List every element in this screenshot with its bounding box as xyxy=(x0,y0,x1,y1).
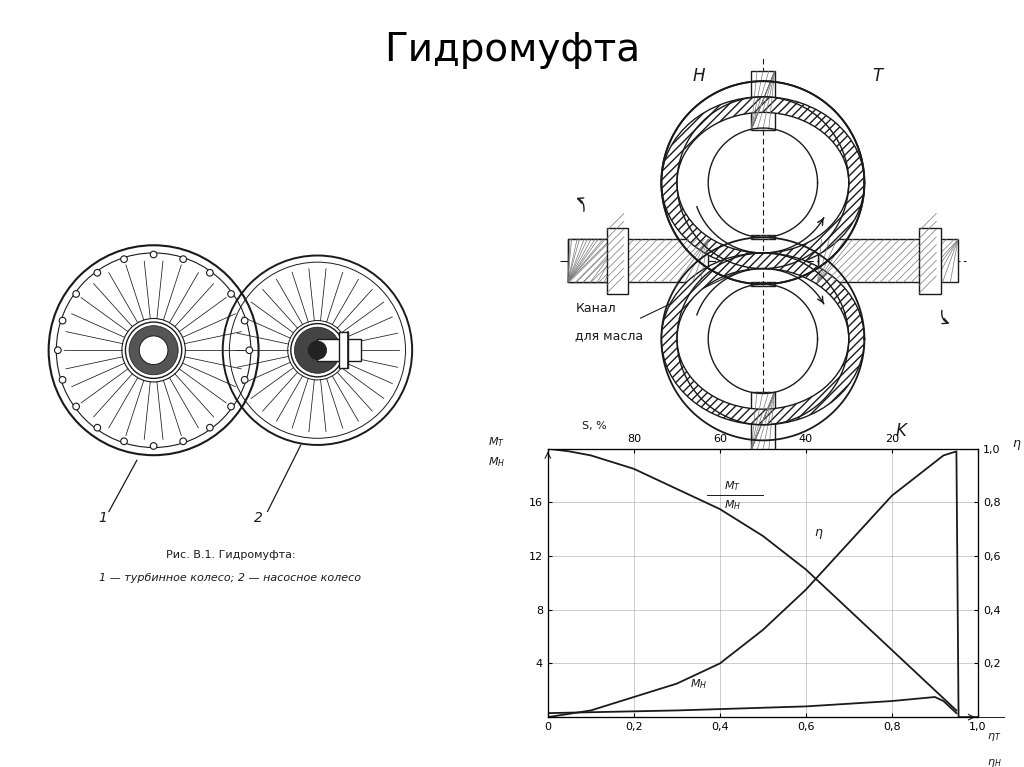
Text: T: T xyxy=(872,67,883,85)
Text: Канал: Канал xyxy=(575,301,616,314)
Bar xyxy=(339,332,348,368)
Bar xyxy=(752,282,774,286)
Text: для масла: для масла xyxy=(575,329,643,342)
Circle shape xyxy=(94,269,100,276)
Circle shape xyxy=(59,318,66,324)
Circle shape xyxy=(180,438,186,445)
Circle shape xyxy=(151,443,157,449)
Circle shape xyxy=(242,318,248,324)
Text: Рис. В.1. Гидромуфта:: Рис. В.1. Гидромуфта: xyxy=(166,550,295,560)
Circle shape xyxy=(227,403,234,410)
Bar xyxy=(920,228,941,294)
Text: η: η xyxy=(1013,437,1020,449)
Bar xyxy=(752,235,774,239)
Text: $M_H$: $M_H$ xyxy=(690,677,707,691)
Text: $η_T$: $η_T$ xyxy=(986,730,1000,742)
Circle shape xyxy=(207,269,213,276)
Bar xyxy=(317,339,361,361)
Bar xyxy=(752,71,774,130)
Circle shape xyxy=(94,424,100,431)
Circle shape xyxy=(73,291,80,298)
Text: $M_T$: $M_T$ xyxy=(487,435,505,449)
Circle shape xyxy=(121,256,127,262)
Text: η: η xyxy=(814,526,822,539)
Circle shape xyxy=(246,347,253,354)
Text: 1: 1 xyxy=(98,511,106,525)
Text: S, %: S, % xyxy=(583,420,607,430)
Circle shape xyxy=(59,377,66,384)
Circle shape xyxy=(151,251,157,258)
Bar xyxy=(567,239,709,282)
Text: $M_H$: $M_H$ xyxy=(487,456,505,469)
Text: $η_H$: $η_H$ xyxy=(986,758,1001,767)
Bar xyxy=(606,228,628,294)
Circle shape xyxy=(139,336,168,364)
Circle shape xyxy=(180,256,186,262)
Circle shape xyxy=(121,438,127,445)
Bar xyxy=(752,392,774,450)
Text: $M_T$: $M_T$ xyxy=(724,479,741,493)
Circle shape xyxy=(227,291,234,298)
Text: K: K xyxy=(896,423,906,440)
Text: H: H xyxy=(692,67,706,85)
Circle shape xyxy=(73,403,80,410)
Text: 1 — турбинное колесо; 2 — насосное колесо: 1 — турбинное колесо; 2 — насосное колес… xyxy=(99,573,361,583)
Circle shape xyxy=(295,328,341,374)
Circle shape xyxy=(54,347,61,354)
Circle shape xyxy=(308,341,327,360)
Text: 2: 2 xyxy=(254,511,263,525)
Circle shape xyxy=(207,424,213,431)
Text: Гидромуфта: Гидромуфта xyxy=(384,31,640,69)
Bar xyxy=(567,239,623,282)
Text: $M_H$: $M_H$ xyxy=(724,499,741,512)
Circle shape xyxy=(129,326,178,375)
Bar xyxy=(817,239,958,282)
Circle shape xyxy=(242,377,248,384)
